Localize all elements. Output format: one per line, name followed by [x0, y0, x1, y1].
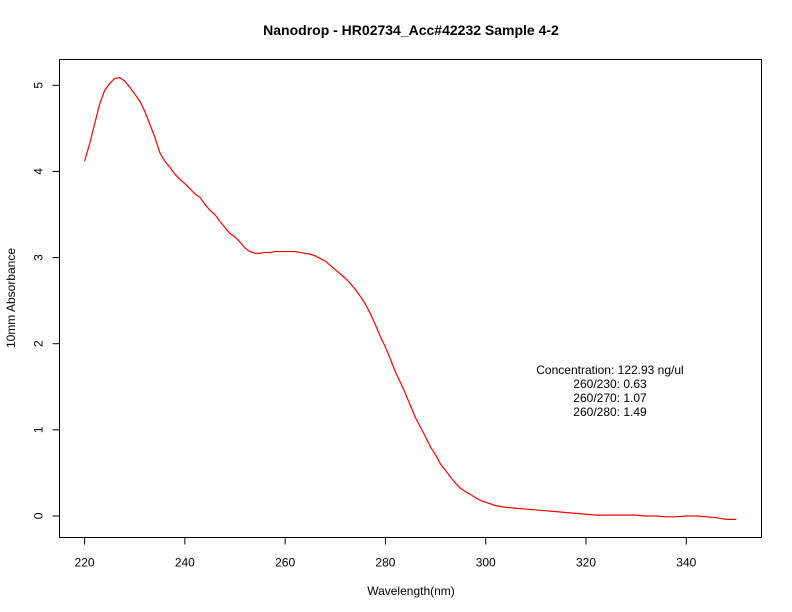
- x-tick-label: 220: [75, 556, 95, 570]
- x-axis: 220 240 260 280 300 320 340: [75, 537, 697, 570]
- plot-frame: [59, 59, 762, 538]
- x-tick-label: 280: [375, 556, 395, 570]
- y-axis-label: 10mm Absorbance: [4, 248, 18, 348]
- y-tick-label: 5: [32, 82, 46, 89]
- x-tick-label: 300: [476, 556, 496, 570]
- annotation-260-270: 260/270: 1.07: [573, 391, 647, 405]
- y-tick-label: 3: [32, 254, 46, 261]
- x-tick-label: 340: [676, 556, 696, 570]
- annotation-260-280: 260/280: 1.49: [573, 405, 647, 419]
- annotation-block: Concentration: 122.93 ng/ul 260/230: 0.6…: [536, 363, 683, 419]
- x-tick-label: 240: [175, 556, 195, 570]
- y-tick-label: 4: [32, 168, 46, 175]
- y-axis: 0 1 2 3 4 5: [32, 82, 60, 519]
- y-tick-label: 0: [32, 512, 46, 519]
- series-layer: [83, 76, 737, 521]
- annotation-concentration: Concentration: 122.93 ng/ul: [536, 363, 683, 377]
- absorbance-line: [83, 76, 737, 521]
- x-tick-label: 260: [275, 556, 295, 570]
- chart-title: Nanodrop - HR02734_Acc#42232 Sample 4-2: [263, 22, 559, 38]
- x-axis-label: Wavelength(nm): [367, 584, 455, 598]
- annotation-260-230: 260/230: 0.63: [573, 377, 647, 391]
- x-tick-label: 320: [576, 556, 596, 570]
- y-tick-label: 1: [32, 426, 46, 433]
- y-tick-label: 2: [32, 340, 46, 347]
